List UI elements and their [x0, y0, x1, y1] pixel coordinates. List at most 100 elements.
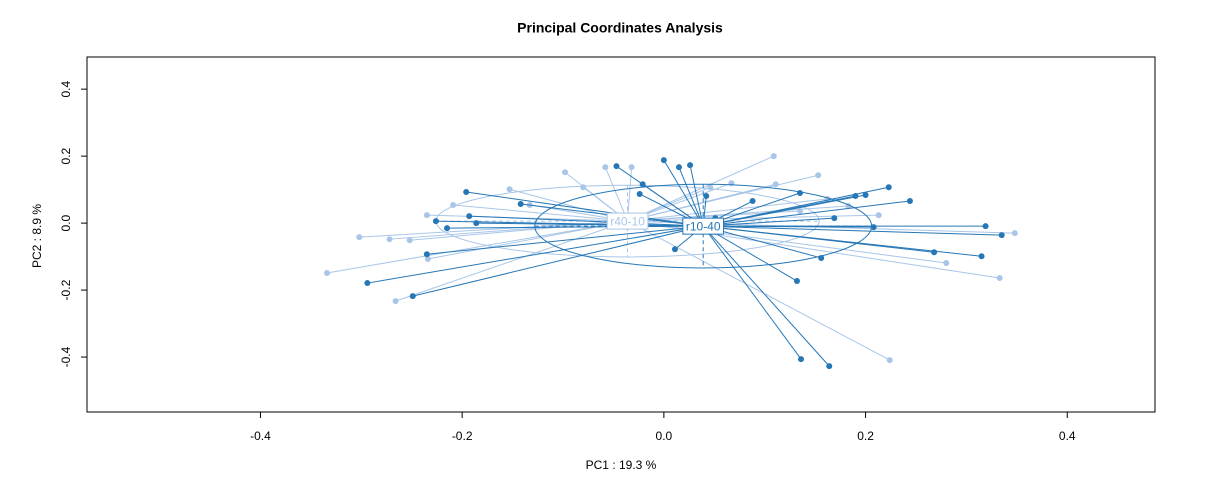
point [998, 232, 1005, 239]
spider-line [627, 174, 819, 222]
point [852, 192, 859, 199]
spider-line [447, 225, 704, 229]
point [450, 202, 457, 209]
point [406, 237, 413, 244]
spider-line [703, 200, 910, 227]
point [473, 220, 480, 227]
point [886, 357, 893, 364]
point [875, 212, 882, 219]
x-tick-label: -0.4 [250, 429, 271, 443]
x-tick-label: 0.2 [857, 429, 874, 443]
spider-line [395, 220, 628, 302]
y-tick-label: 0.2 [59, 147, 73, 164]
chart-title: Principal Coordinates Analysis [517, 20, 723, 36]
point [580, 184, 587, 191]
spider-line [689, 165, 704, 227]
point [671, 246, 678, 253]
point [1011, 230, 1018, 237]
point [506, 186, 513, 193]
point [675, 164, 682, 171]
point [423, 251, 430, 258]
point [996, 275, 1003, 282]
spider-line [703, 225, 1002, 236]
point [424, 255, 431, 262]
point [797, 189, 804, 196]
x-tick-label: 0.0 [656, 429, 673, 443]
x-axis-label: PC1 : 19.3 % [586, 458, 657, 472]
point [707, 184, 714, 191]
spider-line [627, 220, 947, 264]
spider-line [678, 166, 704, 227]
spider-line [469, 215, 704, 227]
point [982, 223, 989, 230]
spider-line [627, 220, 890, 361]
point [906, 198, 913, 205]
point [324, 270, 331, 277]
point [660, 157, 667, 164]
point [770, 153, 777, 160]
spider-line [703, 217, 835, 227]
spider-line [426, 225, 704, 255]
point [818, 254, 825, 261]
spider-line [627, 214, 879, 222]
y-tick-label: 0.4 [59, 80, 73, 97]
centroid-label-box [682, 217, 725, 235]
point [602, 164, 609, 171]
centroid-label: r40-10 [610, 214, 645, 228]
y-tick-label: 0.0 [59, 214, 73, 231]
point [703, 192, 710, 199]
centroid-label-box [606, 212, 649, 230]
spider-line [703, 186, 889, 227]
point [798, 356, 805, 363]
point [931, 249, 938, 256]
x-tick-label: -0.2 [452, 429, 473, 443]
point [466, 213, 473, 220]
spider-line [702, 225, 802, 360]
point [423, 212, 430, 219]
point [870, 224, 877, 231]
point [772, 181, 779, 188]
spider-line [627, 198, 828, 222]
point [793, 278, 800, 285]
y-axis-label: PC2 : 8.9 % [30, 204, 44, 268]
spider-line [702, 225, 798, 282]
point [386, 236, 393, 243]
spider-line [476, 222, 704, 227]
point [831, 215, 838, 222]
point [613, 163, 620, 170]
point [978, 253, 985, 260]
point [517, 201, 524, 208]
point [432, 218, 439, 225]
spider-line [604, 166, 629, 222]
spider-line [326, 220, 628, 274]
point [815, 172, 822, 179]
spider-line [453, 204, 628, 222]
point [444, 225, 451, 232]
spider-line [663, 159, 704, 227]
point [636, 190, 643, 197]
point [562, 169, 569, 176]
point [862, 191, 869, 198]
plot-frame [86, 56, 1156, 413]
spider-line [412, 225, 704, 297]
point [628, 164, 635, 171]
y-tick-label: -0.4 [59, 346, 73, 367]
point [356, 234, 363, 241]
x-tick-label: 0.4 [1059, 429, 1076, 443]
spider-line [367, 225, 704, 284]
spider-line [702, 225, 830, 367]
y-tick-label: -0.2 [59, 279, 73, 300]
point [639, 181, 646, 188]
point [687, 162, 694, 169]
spider-line [466, 191, 704, 227]
centroid-label: r10-40 [686, 219, 721, 233]
point [749, 198, 756, 205]
point [885, 184, 892, 191]
point [943, 259, 950, 266]
point [797, 208, 804, 215]
point [392, 298, 399, 305]
point [409, 293, 416, 300]
point [463, 188, 470, 195]
spider-line [627, 155, 774, 222]
